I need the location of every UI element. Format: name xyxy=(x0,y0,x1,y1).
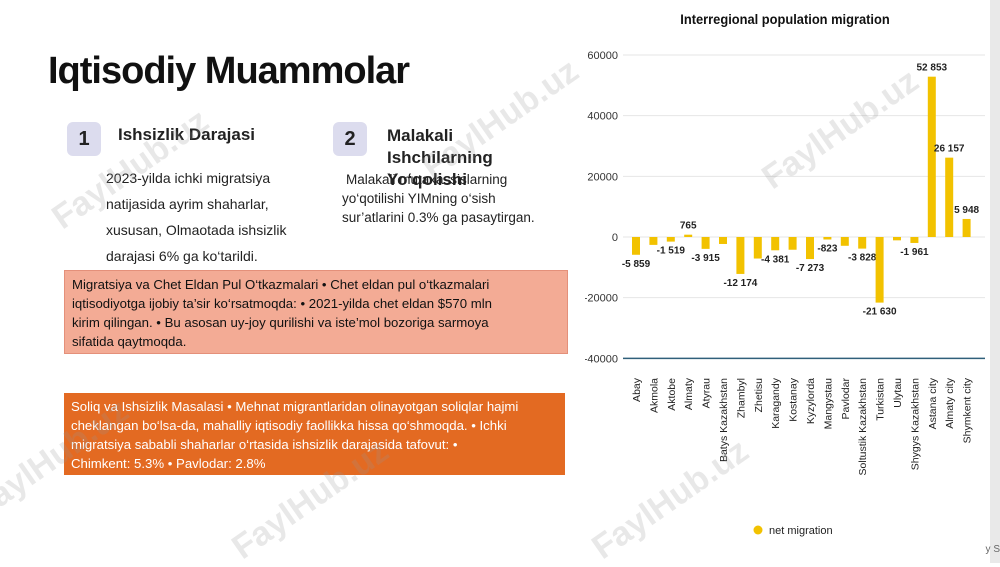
bar xyxy=(736,237,745,274)
category-label: Karagandy xyxy=(770,377,782,429)
data-label: -1 961 xyxy=(900,247,929,258)
data-label: -7 273 xyxy=(796,263,825,274)
bar xyxy=(788,237,797,250)
bar xyxy=(875,237,884,303)
data-label: -5 859 xyxy=(622,259,651,270)
data-label: -1 519 xyxy=(657,246,686,257)
bar xyxy=(945,157,954,237)
data-label: -3 828 xyxy=(848,253,877,264)
remittances-box: Migratsiya va Chet Eldan Pul O‘tkazmalar… xyxy=(64,270,568,354)
y-tick-label: -20000 xyxy=(585,293,618,305)
slide-title: Iqtisodiy Muammolar xyxy=(48,50,410,92)
category-label: Atyrau xyxy=(701,378,713,409)
category-label: Shygys Kazakhstan xyxy=(909,378,921,470)
category-label: Astana city xyxy=(927,377,939,429)
category-label: Almaty xyxy=(683,377,695,410)
category-label: Kostanay xyxy=(788,377,800,422)
bar xyxy=(771,237,780,251)
category-label: Shymkent city xyxy=(962,377,974,443)
bar xyxy=(701,237,710,249)
data-label: 52 853 xyxy=(917,63,948,74)
y-tick-label: 40000 xyxy=(587,111,618,123)
category-label: Kyzylorda xyxy=(805,378,817,424)
bar xyxy=(753,237,762,259)
legend-marker xyxy=(753,525,763,535)
data-label: -12 174 xyxy=(723,278,757,289)
bar xyxy=(632,237,640,255)
edge-text: y S xyxy=(985,544,1000,555)
bar xyxy=(649,237,658,245)
category-label: Pavlodar xyxy=(840,378,852,420)
legend-label: net migration xyxy=(769,525,833,537)
category-label: Akmola xyxy=(648,378,660,413)
category-label: Soltustik Kazakhstan xyxy=(857,378,869,476)
bar xyxy=(893,237,901,241)
bar xyxy=(666,237,675,242)
category-label: Batys Kazakhstan xyxy=(718,378,730,462)
y-tick-label: 60000 xyxy=(587,50,618,62)
y-tick-label: -40000 xyxy=(585,353,618,365)
category-label: Zhetisu xyxy=(753,378,765,413)
data-label: -4 381 xyxy=(761,254,790,265)
point-1-text: 2023-yilda ichki migratsiya natijasida a… xyxy=(106,170,287,264)
bar xyxy=(910,237,919,243)
category-label: Turkistan xyxy=(875,378,887,421)
point-2-title: Malakali Ishchilarning Yo‘qolishi xyxy=(387,126,493,189)
bar xyxy=(858,237,867,249)
chart-title: Interregional population migration xyxy=(680,12,889,28)
data-label: -823 xyxy=(817,243,837,254)
bar xyxy=(806,237,814,260)
bar xyxy=(962,218,971,237)
y-tick-label: 20000 xyxy=(587,171,618,183)
data-label: 26 157 xyxy=(934,144,965,155)
data-label: 765 xyxy=(680,221,697,232)
data-label: 5 948 xyxy=(954,205,979,216)
tax-unemployment-box: Soliq va Ishsizlik Masalasi • Mehnat mig… xyxy=(64,393,565,475)
bar xyxy=(684,234,693,237)
category-label: Almaty city xyxy=(944,377,956,429)
y-tick-label: 0 xyxy=(612,232,618,244)
category-label: Ulytau xyxy=(892,378,904,408)
category-label: Mangystau xyxy=(822,378,834,430)
point-2-text: Malakali mutaxassislarning yo‘qotilishi … xyxy=(342,172,535,225)
bar xyxy=(840,237,849,246)
bar xyxy=(927,76,936,237)
point-1-title: Ishsizlik Darajasi xyxy=(118,125,256,144)
point-1-number: 1 xyxy=(67,122,101,156)
bar xyxy=(823,237,832,240)
data-label: -3 915 xyxy=(691,253,720,264)
bar xyxy=(719,237,727,244)
point-2-number: 2 xyxy=(333,122,367,156)
category-label: Zhambyl xyxy=(735,378,747,418)
migration-chart: Interregional population migration 60000 4… xyxy=(585,12,985,537)
data-label: -21 630 xyxy=(863,307,897,318)
scrollbar[interactable] xyxy=(990,0,1000,563)
category-label: Abay xyxy=(631,377,643,402)
category-label: Aktobe xyxy=(666,378,678,411)
